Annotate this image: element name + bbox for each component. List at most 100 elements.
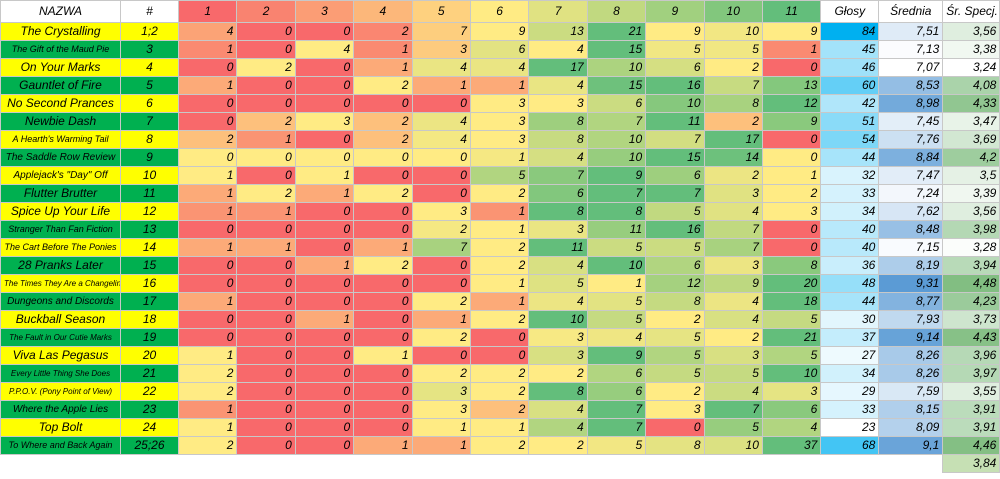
- vote-count: 0: [761, 130, 822, 149]
- episode-number: 10: [120, 166, 179, 185]
- vote-count: 0: [761, 58, 822, 77]
- vote-count: 0: [353, 148, 413, 167]
- vote-count: 6: [645, 256, 705, 275]
- vote-count: 14: [703, 148, 763, 167]
- vote-count: 2: [645, 382, 705, 401]
- vote-count: 5: [586, 292, 647, 311]
- vote-total: 44: [820, 148, 880, 167]
- vote-count: 2: [177, 364, 238, 383]
- vote-count: 0: [177, 310, 238, 329]
- vote-count: 16: [645, 220, 705, 239]
- vote-count: 6: [645, 166, 705, 185]
- vote-count: 2: [703, 58, 763, 77]
- vote-count: 2: [703, 112, 763, 131]
- vote-count: 8: [528, 112, 588, 131]
- header-cell: 2: [236, 0, 296, 23]
- specialist-average: 3,73: [942, 310, 1000, 329]
- vote-total: 68: [820, 436, 880, 455]
- vote-count: 1: [294, 166, 355, 185]
- vote-count: 7: [703, 238, 763, 257]
- vote-total: 27: [820, 346, 880, 365]
- vote-count: 1: [177, 76, 238, 95]
- vote-count: 1: [236, 238, 296, 257]
- vote-count: 4: [528, 40, 588, 59]
- table-row: To Where and Back Again 25;26 2 0 0 1 1 2 2 5 8 10 3…: [0, 436, 1000, 455]
- vote-count: 2: [469, 238, 530, 257]
- vote-count: 0: [353, 400, 413, 419]
- episode-name: Spice Up Your Life: [0, 202, 121, 221]
- vote-count: 2: [469, 436, 530, 455]
- table-row: 3,84: [1, 454, 1000, 473]
- vote-total: 46: [820, 58, 880, 77]
- average: 8,84: [878, 148, 944, 167]
- header-cell: 7: [528, 0, 588, 23]
- vote-count: 0: [761, 220, 822, 239]
- vote-total: 32: [820, 166, 880, 185]
- episode-name: On Your Marks: [0, 58, 121, 77]
- vote-count: 0: [411, 94, 471, 113]
- empty-cell: [237, 455, 295, 473]
- vote-count: 3: [761, 382, 822, 401]
- vote-count: 1: [469, 76, 530, 95]
- table-row: Gauntlet of Fire 5 1 0 0 2 1 1 4 15 16 7 13 60 8,53 4,0…: [0, 76, 1000, 95]
- episode-name: Stranger Than Fan Fiction: [0, 220, 121, 239]
- table-row: Every Little Thing She Does 21 2 0 0 0 2 2 2 6 5 5 1…: [0, 364, 1000, 383]
- empty-cell: [646, 455, 704, 473]
- specialist-average: 4,2: [942, 148, 1000, 167]
- average: 8,15: [878, 400, 944, 419]
- vote-count: 7: [411, 238, 471, 257]
- vote-count: 4: [294, 40, 355, 59]
- vote-count: 9: [586, 346, 647, 365]
- vote-count: 1: [294, 184, 355, 203]
- vote-count: 1: [469, 202, 530, 221]
- vote-count: 10: [528, 310, 588, 329]
- vote-total: 40: [820, 220, 880, 239]
- vote-count: 1: [411, 436, 471, 455]
- episode-number: 17: [120, 292, 179, 311]
- vote-count: 1: [761, 166, 822, 185]
- vote-count: 5: [645, 40, 705, 59]
- average: 8,26: [878, 346, 944, 365]
- table-row: A Hearth's Warming Tail 8 2 1 0 2 4 3 8 10 7 17 0 54 7…: [0, 130, 1000, 149]
- table-row: Stranger Than Fan Fiction 13 0 0 0 0 2 1 3 11 16 7 0…: [0, 220, 1000, 239]
- vote-count: 1: [353, 58, 413, 77]
- vote-count: 4: [528, 76, 588, 95]
- vote-total: 34: [820, 364, 880, 383]
- vote-count: 6: [586, 94, 647, 113]
- header-cell: 10: [703, 0, 763, 23]
- empty-cell: [587, 455, 645, 473]
- vote-count: 0: [294, 94, 355, 113]
- vote-count: 2: [469, 310, 530, 329]
- vote-count: 0: [236, 400, 296, 419]
- vote-count: 10: [586, 130, 647, 149]
- vote-count: 4: [703, 202, 763, 221]
- vote-count: 2: [411, 328, 471, 347]
- vote-count: 0: [236, 40, 296, 59]
- vote-count: 0: [177, 328, 238, 347]
- vote-count: 0: [294, 238, 355, 257]
- vote-total: 40: [820, 238, 880, 257]
- vote-count: 6: [469, 40, 530, 59]
- vote-count: 1: [177, 184, 238, 203]
- episode-number: 12: [120, 202, 179, 221]
- specialist-average: 4,08: [942, 76, 1000, 95]
- table-row: Where the Apple Lies 23 1 0 0 0 3 2 4 7 3 7 6 33 8,15 3…: [0, 400, 1000, 419]
- vote-count: 0: [294, 292, 355, 311]
- vote-count: 2: [411, 292, 471, 311]
- vote-count: 5: [703, 364, 763, 383]
- header-cell: 11: [761, 0, 822, 23]
- vote-total: 36: [820, 256, 880, 275]
- average: 7,15: [878, 238, 944, 257]
- vote-count: 2: [236, 58, 296, 77]
- vote-count: 15: [645, 148, 705, 167]
- episode-number: 4: [120, 58, 179, 77]
- empty-cell: [529, 455, 587, 473]
- vote-count: 5: [761, 346, 822, 365]
- vote-count: 7: [645, 184, 705, 203]
- header-cell: Głosy: [820, 0, 880, 23]
- empty-cell: [179, 455, 237, 473]
- table-row: P.P.O.V. (Pony Point of View) 22 2 0 0 0 3 2 8 6 2…: [0, 382, 1000, 401]
- vote-count: 5: [645, 238, 705, 257]
- vote-count: 2: [353, 22, 413, 41]
